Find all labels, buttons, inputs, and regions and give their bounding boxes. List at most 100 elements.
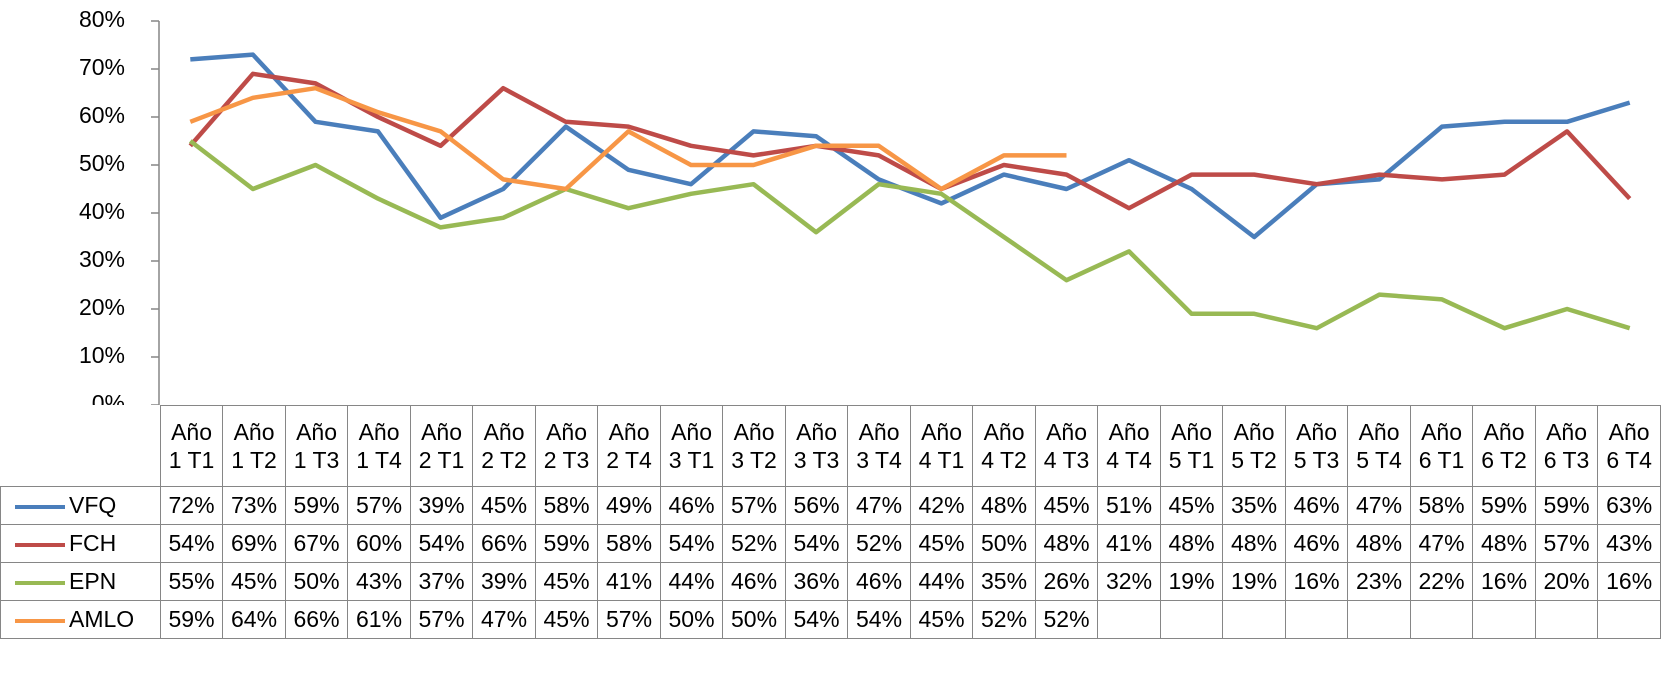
value-cell <box>1347 600 1411 639</box>
value-cell: 45% <box>534 600 599 639</box>
value-label: 20% <box>1543 568 1590 594</box>
value-cell: 45% <box>472 486 536 525</box>
value-label: 69% <box>231 530 278 556</box>
value-label: 57% <box>418 606 465 632</box>
value-cell: 57% <box>597 600 661 639</box>
value-cell: 23% <box>1347 562 1411 601</box>
value-cell: 59% <box>1472 486 1536 525</box>
value-label: 23% <box>1356 568 1403 594</box>
table-row: EPN 55% 45% 50% 43% 37% 39% 45% 41% 44% 46% 36% 46% 4… <box>0 562 1661 601</box>
x-tick-label: Año 4 T2 <box>981 419 1027 473</box>
value-cell: 54% <box>784 600 849 639</box>
category-cell: Año 3 T2 <box>722 405 786 487</box>
value-label: 46% <box>668 492 715 518</box>
value-label: 59% <box>543 530 590 556</box>
x-tick-label: Año 5 T2 <box>1231 419 1277 473</box>
value-label: 50% <box>293 568 340 594</box>
value-label: 52% <box>981 606 1028 632</box>
category-cell: Año 3 T4 <box>847 405 911 487</box>
value-label: 59% <box>293 492 340 518</box>
corner-cell <box>1 406 161 487</box>
value-label: 47% <box>856 492 903 518</box>
value-cell: 16% <box>1472 562 1536 601</box>
value-label: 72% <box>168 492 215 518</box>
value-cell: 55% <box>159 562 224 601</box>
value-label: 58% <box>1418 492 1465 518</box>
x-tick-label: Año 2 T3 <box>543 419 590 473</box>
category-cell: Año 6 T2 <box>1472 405 1536 487</box>
value-cell: 57% <box>409 600 474 639</box>
value-label: 42% <box>918 492 965 518</box>
legend-label: AMLO <box>69 606 135 632</box>
value-cell: 56% <box>784 486 849 525</box>
value-label: 19% <box>1168 568 1215 594</box>
value-cell <box>1534 600 1599 639</box>
table-row: VFQ 72% 73% 59% 57% 39% 45% 58% 49% 46% 57% 56% 47% 4… <box>0 486 1661 525</box>
table-header-row: Año 1 T1 Año 1 T2 Año 1 T3 Año 1 T4 Año 2 T1… <box>1 405 1661 487</box>
value-label: 58% <box>606 530 653 556</box>
value-label: 47% <box>1418 530 1465 556</box>
value-cell: 54% <box>159 524 224 563</box>
value-cell: 51% <box>1097 486 1161 525</box>
value-cell: 39% <box>472 562 536 601</box>
value-cell: 48% <box>972 486 1036 525</box>
y-tick-label: 50% <box>79 150 125 176</box>
category-cell: Año 6 T4 <box>1597 405 1661 487</box>
value-cell: 50% <box>659 600 724 639</box>
value-cell: 19% <box>1222 562 1286 601</box>
value-cell: 41% <box>597 562 661 601</box>
category-cell: Año 3 T1 <box>659 405 724 487</box>
value-label: 46% <box>856 568 903 594</box>
value-cell: 52% <box>1034 600 1099 639</box>
x-tick-label: Año 1 T3 <box>293 419 340 473</box>
value-cell: 44% <box>909 562 974 601</box>
value-cell: 66% <box>284 600 349 639</box>
x-tick-label: Año 6 T3 <box>1543 419 1590 473</box>
value-cell: 45% <box>534 562 599 601</box>
chart: 0% 10% 20% 30% 40% 50% 60% 70% 80% <box>79 6 1632 405</box>
value-label: 56% <box>793 492 840 518</box>
value-label: 16% <box>1481 568 1528 594</box>
value-label: 32% <box>1106 568 1153 594</box>
category-cell: Año 3 T3 <box>784 405 849 487</box>
category-cell: Año 1 T3 <box>284 405 349 487</box>
value-label: 54% <box>793 530 840 556</box>
value-cell: 47% <box>847 486 911 525</box>
value-label: 45% <box>231 568 278 594</box>
category-cell: Año 4 T1 <box>909 405 974 487</box>
y-tick-label: 70% <box>79 54 125 80</box>
category-cell: Año 2 T2 <box>472 405 536 487</box>
value-cell: 16% <box>1284 562 1349 601</box>
value-label: 57% <box>356 492 403 518</box>
value-label: 51% <box>1106 492 1153 518</box>
category-cell: Año 5 T3 <box>1284 405 1349 487</box>
value-label: 54% <box>856 606 903 632</box>
value-label: 35% <box>1231 492 1278 518</box>
x-tick-label: Año 4 T4 <box>1106 419 1152 473</box>
value-label: 48% <box>1481 530 1528 556</box>
category-cell: Año 1 T2 <box>222 405 286 487</box>
value-cell: 48% <box>1034 524 1099 563</box>
value-label: 39% <box>418 492 465 518</box>
y-tick-label: 10% <box>79 342 125 368</box>
value-label: 45% <box>918 530 965 556</box>
value-cell <box>1597 600 1661 639</box>
value-cell: 50% <box>284 562 349 601</box>
x-tick-label: Año 6 T1 <box>1418 419 1465 473</box>
value-cell: 72% <box>159 486 224 525</box>
value-label: 66% <box>293 606 340 632</box>
value-label: 63% <box>1606 492 1653 518</box>
x-tick-label: Año 3 T3 <box>793 419 840 473</box>
value-label: 45% <box>543 568 590 594</box>
value-cell: 57% <box>1534 524 1599 563</box>
category-cell: Año 2 T3 <box>534 405 599 487</box>
value-label: 22% <box>1418 568 1465 594</box>
legend-label: EPN <box>69 568 117 594</box>
value-label: 48% <box>1356 530 1403 556</box>
value-cell: 46% <box>722 562 786 601</box>
value-cell: 32% <box>1097 562 1161 601</box>
x-tick-label: Año 2 T1 <box>418 419 465 473</box>
value-label: 48% <box>1168 530 1215 556</box>
y-tick-label: 30% <box>79 246 125 272</box>
